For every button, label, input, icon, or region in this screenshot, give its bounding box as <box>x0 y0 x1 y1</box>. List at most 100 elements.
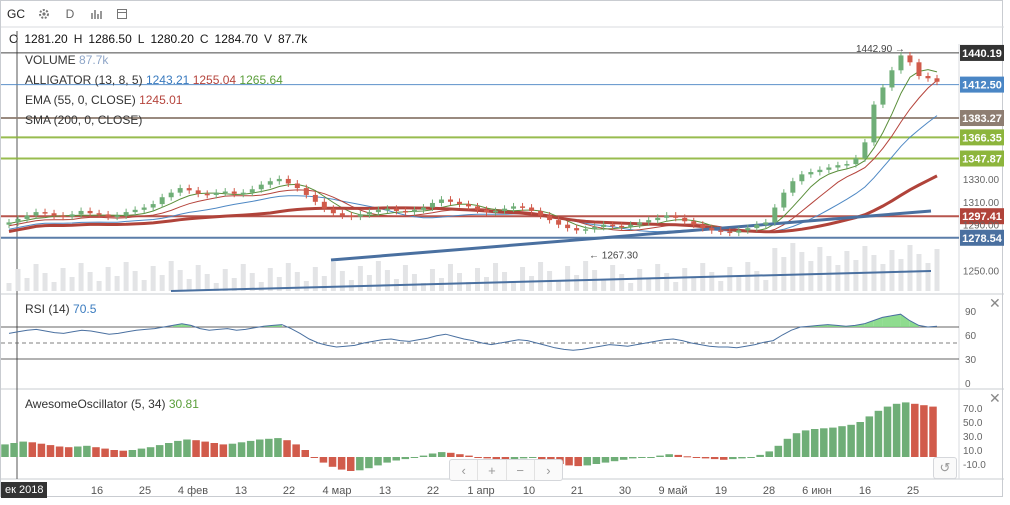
ao-bar <box>901 402 910 457</box>
candle-body <box>51 213 57 216</box>
candle-body <box>78 210 84 215</box>
candle-body <box>339 213 345 216</box>
candle-body <box>925 76 931 79</box>
ao-bar <box>19 441 27 457</box>
sma-line <box>330 209 932 262</box>
ohlc-high-label: H <box>73 32 83 46</box>
close-ao-icon[interactable]: ✕ <box>989 390 1001 406</box>
candle-body <box>357 214 363 217</box>
ao-bar <box>337 457 346 470</box>
volume-bar <box>709 272 715 291</box>
zoom-in-button[interactable]: + <box>478 460 507 480</box>
candle-body <box>294 183 300 189</box>
rsi-overbought-fill <box>864 320 874 327</box>
ao-bar <box>283 440 291 457</box>
x-tick-label: 13 <box>235 485 247 497</box>
rsi-line <box>8 313 938 351</box>
candle-body <box>916 62 922 77</box>
scroll-left-button[interactable]: ‹ <box>450 460 479 480</box>
volume-bar <box>303 281 309 291</box>
ao-bar <box>83 445 91 457</box>
candle-body <box>637 222 643 225</box>
volume-bar <box>87 272 93 291</box>
volume-bar <box>925 263 931 291</box>
ohlc-open: 1281.20 <box>24 32 68 46</box>
volume-bar <box>222 269 228 291</box>
undo-icon[interactable]: ↺ <box>933 457 957 479</box>
candle-body <box>105 214 111 217</box>
window-icon[interactable] <box>115 7 129 21</box>
price-annotation: ← 1267.30 <box>589 251 638 262</box>
ao-legend[interactable]: AwesomeOscillator (5, 34) 30.81 <box>25 397 199 411</box>
level-badge <box>960 129 1004 146</box>
ao-bar <box>447 452 455 457</box>
chart-canvas[interactable]: 1440.19 1412.50 1383.27 1366.35 1347.87 1297.… <box>1 1 1004 498</box>
volume-bar <box>898 259 904 291</box>
ao-bar <box>328 457 337 467</box>
volume-bar <box>601 279 607 291</box>
volume-bar <box>835 265 841 291</box>
candle-body <box>69 214 75 217</box>
volume-bar <box>114 276 120 291</box>
candle-body <box>60 215 66 218</box>
rsi-legend-label: RSI (14) <box>25 302 70 316</box>
candle-body <box>844 164 850 166</box>
volume-bar <box>420 283 426 291</box>
candle-body <box>934 78 940 82</box>
candle-body <box>475 206 481 210</box>
ao-bar <box>738 457 746 459</box>
ao-bar <box>483 457 491 459</box>
ao-bar <box>774 445 783 457</box>
ao-bar <box>629 457 637 459</box>
volume-legend[interactable]: VOLUME 87.7k <box>25 53 108 67</box>
candle-body <box>222 191 228 194</box>
rsi-overbought-fill <box>900 314 910 327</box>
candle-body <box>249 189 255 193</box>
ao-bar <box>747 457 755 458</box>
volume-bar <box>916 254 922 291</box>
volume-bar <box>817 247 823 291</box>
ao-tick-label: 30.0 <box>963 432 983 443</box>
volume-bar <box>429 269 435 291</box>
candle-body <box>556 220 562 225</box>
gear-icon[interactable] <box>37 7 51 21</box>
candle-body <box>267 181 273 185</box>
candle-body <box>15 218 21 223</box>
volume-bar <box>447 264 453 291</box>
ao-bar <box>656 455 664 457</box>
symbol-label[interactable]: GC <box>7 7 25 21</box>
candle-body <box>781 192 787 208</box>
ao-bar <box>319 457 328 463</box>
sma-legend[interactable]: SMA (200, 0, CLOSE) <box>25 113 142 127</box>
rsi-tick-label: 60 <box>965 331 977 342</box>
rsi-overbought-fill <box>873 317 883 327</box>
ao-bar <box>701 457 710 459</box>
ao-bar <box>829 427 837 457</box>
candle-body <box>835 165 841 168</box>
interval-label[interactable]: D <box>65 7 75 21</box>
zoom-out-button[interactable]: − <box>507 460 535 480</box>
candle-body <box>123 212 129 216</box>
candle-body <box>132 209 138 213</box>
ao-bar <box>492 457 501 460</box>
scroll-right-button[interactable]: › <box>546 462 551 478</box>
ao-bar <box>565 457 573 466</box>
candle-body <box>862 142 868 159</box>
ema-legend[interactable]: EMA (55, 0, CLOSE) 1245.01 <box>25 93 182 107</box>
ohlc-close: 1284.70 <box>214 32 258 46</box>
volume-bar <box>538 262 544 291</box>
ao-bar <box>10 443 18 457</box>
level-badge <box>960 208 1004 225</box>
candle-body <box>628 224 634 227</box>
candle-body <box>673 215 679 218</box>
volume-bar <box>357 266 363 291</box>
rsi-legend[interactable]: RSI (14) 70.5 <box>25 302 96 316</box>
alligator-legend[interactable]: ALLIGATOR (13, 8, 5) 1243.21 1255.04 126… <box>25 73 283 87</box>
candle-body <box>285 178 291 184</box>
ao-bar <box>37 443 46 457</box>
ao-bar <box>674 454 683 457</box>
close-rsi-icon[interactable]: ✕ <box>989 295 1001 311</box>
bars-icon[interactable] <box>89 7 103 21</box>
ao-bar <box>237 442 246 457</box>
volume-bar <box>267 268 273 291</box>
